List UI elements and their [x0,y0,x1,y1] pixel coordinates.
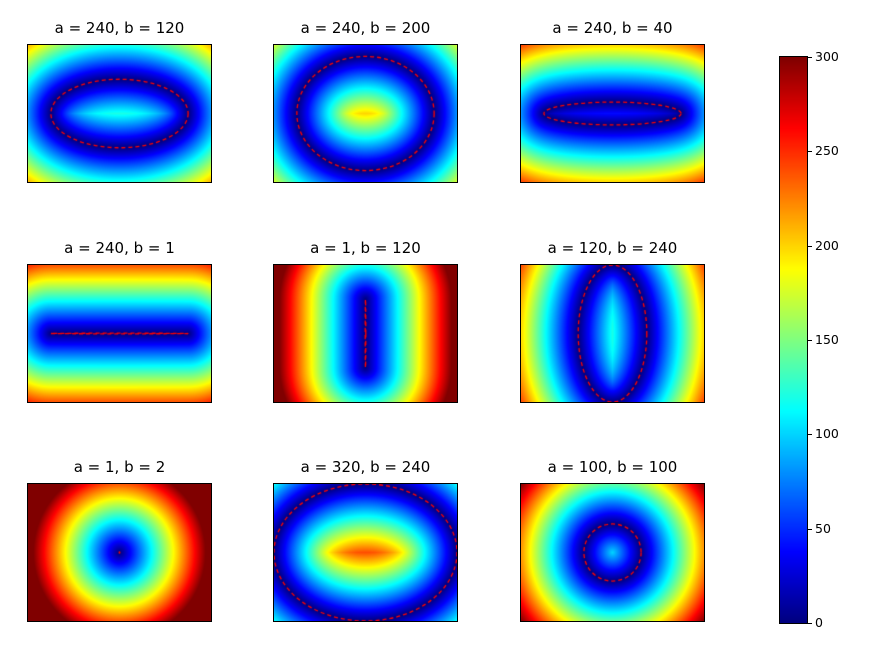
heatmap-canvas [520,44,705,183]
colorbar-tick-label: 0 [808,615,823,630]
subplot-title: a = 240, b = 120 [54,19,185,37]
subplot-3: a = 240, b = 1 [27,239,212,403]
subplot-title: a = 320, b = 240 [300,458,431,476]
colorbar-tick-label: 250 [808,143,839,158]
subplot-5: a = 120, b = 240 [520,239,705,403]
subplot-title: a = 240, b = 1 [64,239,175,257]
heatmap-canvas [520,483,705,622]
subplot-title: a = 100, b = 100 [547,458,678,476]
colorbar-canvas [779,56,808,624]
subplot-2: a = 240, b = 40 [520,19,705,183]
heatmap-canvas [27,483,212,622]
subplot-8: a = 100, b = 100 [520,458,705,622]
subplot-0: a = 240, b = 120 [27,19,212,183]
colorbar: 0 50 100 150 200 250 300 [779,50,839,629]
subplot-title: a = 1, b = 120 [310,239,421,257]
colorbar-tick-label: 150 [808,332,839,347]
heatmap-canvas [27,264,212,403]
subplot-title: a = 240, b = 200 [300,19,431,37]
subplot-7: a = 320, b = 240 [273,458,458,622]
subplot-6: a = 1, b = 2 [27,458,212,622]
colorbar-tick-label: 50 [808,521,831,536]
colorbar-tick-label: 100 [808,426,839,441]
heatmap-canvas [520,264,705,403]
subplot-title: a = 240, b = 40 [552,19,673,37]
heatmap-canvas [273,483,458,622]
colorbar-tick-label: 200 [808,238,839,253]
heatmap-canvas [273,44,458,183]
heatmap-canvas [27,44,212,183]
subplot-title: a = 120, b = 240 [547,239,678,257]
subplot-title: a = 1, b = 2 [73,458,166,476]
heatmap-canvas [273,264,458,403]
subplot-1: a = 240, b = 200 [273,19,458,183]
subplot-4: a = 1, b = 120 [273,239,458,403]
colorbar-tick-label: 300 [808,49,839,64]
